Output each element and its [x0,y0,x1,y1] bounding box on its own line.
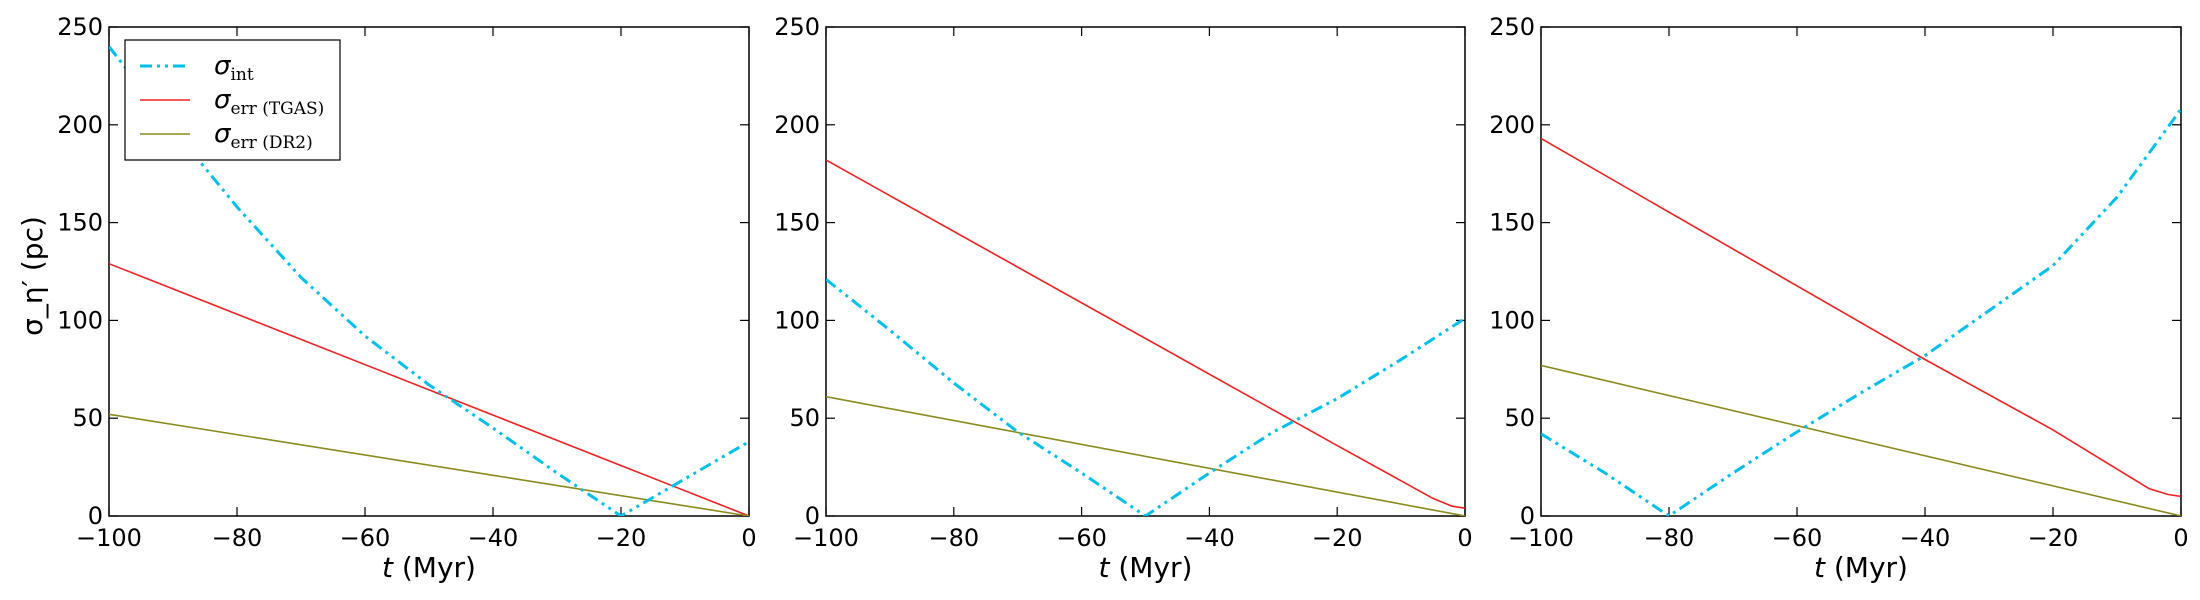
series-line-tgas [1541,137,2181,498]
legend-subscript: err (DR2) [230,133,312,153]
y-tick-label: 250 [1489,13,1535,41]
series-line-tgas [109,262,749,516]
legend-label-int: σint [214,51,254,85]
legend-subscript: err (TGAS) [230,99,324,119]
legend-label-tgas: σerr (TGAS) [214,85,324,119]
x-axis-label-symbol: t [1099,551,1111,584]
y-tick-label: 200 [1489,111,1535,139]
x-tick-label: −80 [1644,524,1695,552]
x-tick-label: −60 [1772,524,1823,552]
x-tick-label: −40 [1184,524,1235,552]
legend-subscript: int [230,65,253,85]
x-tick-label: −40 [468,524,519,552]
series-line-int [109,45,749,516]
x-tick-label: −80 [212,524,263,552]
legend-symbol: σ [214,51,232,81]
x-axis-label: t (Myr) [382,551,476,584]
series-line-dr2 [1541,364,2181,516]
x-axis-label: t (Myr) [1814,551,1908,584]
x-axis-label: t (Myr) [1099,551,1193,584]
x-tick-label: −100 [76,524,142,552]
y-tick-label: 100 [57,306,103,334]
x-tick-label: 0 [1457,524,1472,552]
chart-panel-2: −100 −80 −60 −40 −20 0 0 50 100 150 200 250 t (Myr) [774,13,1472,584]
y-tick-label: 0 [805,502,820,530]
x-tick-label: −20 [596,524,647,552]
x-tick-label: −20 [1312,524,1363,552]
plot-frame [108,26,750,517]
y-tick-label: 50 [789,404,820,432]
y-tick-label: 150 [1489,209,1535,237]
x-axis-label-symbol: t [382,551,394,584]
y-tick-label: 250 [774,13,820,41]
x-axis-label-symbol: t [1814,551,1826,584]
series-line-tgas [826,159,1465,509]
plot-frame [825,26,1466,517]
x-tick-label: −40 [1900,524,1951,552]
y-tick-label: 100 [1489,306,1535,334]
series-line-dr2 [826,395,1465,516]
y-tick-label: 150 [774,209,820,237]
legend-label-dr2: σerr (DR2) [214,119,313,153]
y-tick-label: 200 [57,111,103,139]
legend-symbol: σ [214,119,232,149]
x-tick-label: −60 [1056,524,1107,552]
y-tick-label: 200 [774,111,820,139]
x-tick-label: −20 [2028,524,2079,552]
y-tick-label: 0 [88,502,103,530]
x-axis-label-unit: (Myr) [1109,551,1192,584]
x-axis-label-unit: (Myr) [393,551,476,584]
y-tick-label: 50 [1504,404,1535,432]
series-line-dr2 [109,413,749,516]
x-tick-label: −100 [1508,524,1574,552]
chart-panel-3: −100 −80 −60 −40 −20 0 0 50 100 150 200 250 t (Myr) [1489,13,2188,584]
series-line-int [826,278,1465,516]
x-tick-label: −80 [928,524,979,552]
chart-panel-1: −100 −80 −60 −40 −20 0 0 50 100 150 200 250 t (Myr) [57,13,756,584]
y-tick-label: 0 [1520,502,1535,530]
y-tick-label: 250 [57,13,103,41]
y-tick-label: 100 [774,306,820,334]
x-tick-label: 0 [741,524,756,552]
plot-frame [1540,26,2182,517]
x-tick-label: −60 [340,524,391,552]
legend-symbol: σ [214,85,232,115]
y-tick-label: 150 [57,209,103,237]
x-axis-label-unit: (Myr) [1825,551,1908,584]
series-line-int [1541,108,2181,516]
x-tick-label: 0 [2173,524,2188,552]
y-tick-label: 50 [72,404,103,432]
x-tick-label: −100 [793,524,859,552]
y-axis-label: σ_η′ (pc) [16,216,49,336]
